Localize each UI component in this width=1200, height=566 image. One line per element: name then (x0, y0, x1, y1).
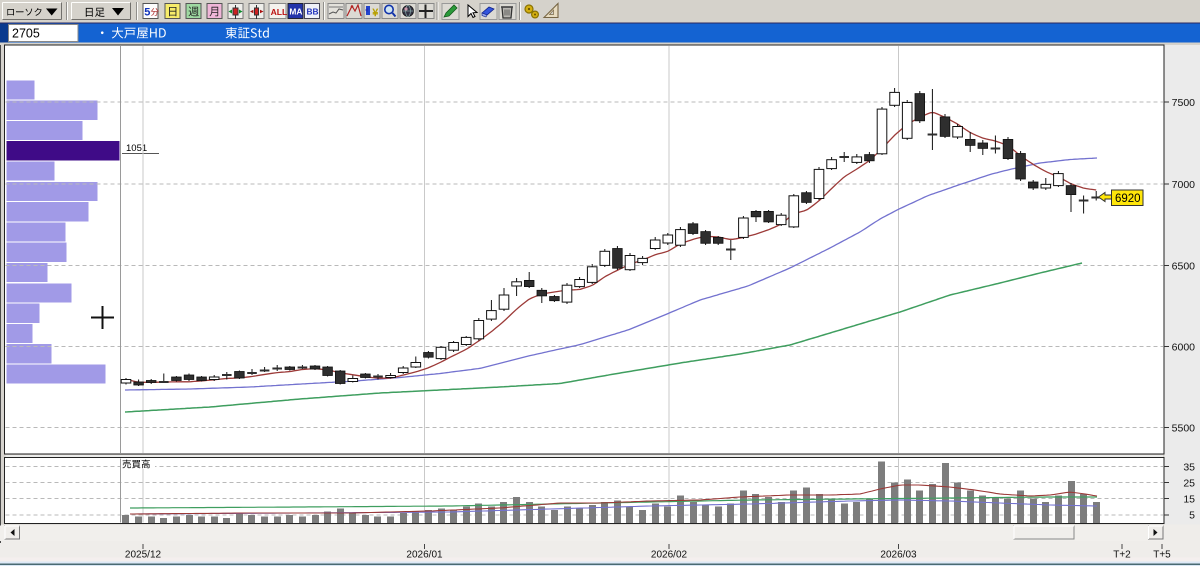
svg-text:T+5: T+5 (1153, 550, 1171, 561)
svg-text:35: 35 (1183, 461, 1195, 473)
svg-text:T+2: T+2 (1113, 550, 1131, 561)
svg-text:7000: 7000 (1172, 179, 1196, 191)
svg-text:2025/12: 2025/12 (125, 550, 162, 561)
svg-text:2026/01: 2026/01 (406, 550, 443, 561)
svg-text:6000: 6000 (1172, 341, 1196, 353)
svg-text:5500: 5500 (1172, 423, 1196, 435)
svg-text:25: 25 (1183, 477, 1195, 489)
svg-text:MA: MA (289, 7, 302, 17)
svg-text:2705: 2705 (12, 27, 40, 41)
svg-text:7500: 7500 (1172, 97, 1196, 109)
svg-text:ALL: ALL (271, 7, 288, 17)
svg-text:5: 5 (1189, 510, 1195, 522)
svg-text:15: 15 (1183, 494, 1195, 506)
svg-text:1051: 1051 (126, 143, 147, 154)
svg-text:BB: BB (307, 7, 319, 17)
svg-text:6920: 6920 (1115, 193, 1141, 205)
svg-text:2026/03: 2026/03 (880, 550, 917, 561)
svg-text:2026/02: 2026/02 (651, 550, 688, 561)
svg-text:6500: 6500 (1172, 260, 1196, 272)
svg-text:5: 5 (144, 7, 150, 19)
